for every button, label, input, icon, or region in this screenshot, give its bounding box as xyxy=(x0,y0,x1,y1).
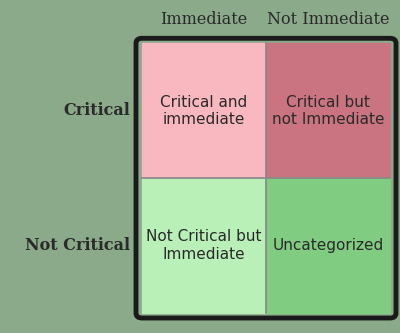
Text: Critical but
not Immediate: Critical but not Immediate xyxy=(272,95,384,127)
Bar xyxy=(142,178,266,313)
Bar xyxy=(142,43,266,178)
Text: Not Immediate: Not Immediate xyxy=(267,11,389,29)
Text: Uncategorized: Uncategorized xyxy=(272,238,384,253)
Text: Not Critical: Not Critical xyxy=(25,237,130,254)
Text: Immediate: Immediate xyxy=(160,11,248,29)
Text: Critical and
immediate: Critical and immediate xyxy=(160,95,248,127)
Text: Critical: Critical xyxy=(63,102,130,119)
Text: Not Critical but
Immediate: Not Critical but Immediate xyxy=(146,229,262,262)
Bar xyxy=(266,178,390,313)
Bar xyxy=(266,43,390,178)
